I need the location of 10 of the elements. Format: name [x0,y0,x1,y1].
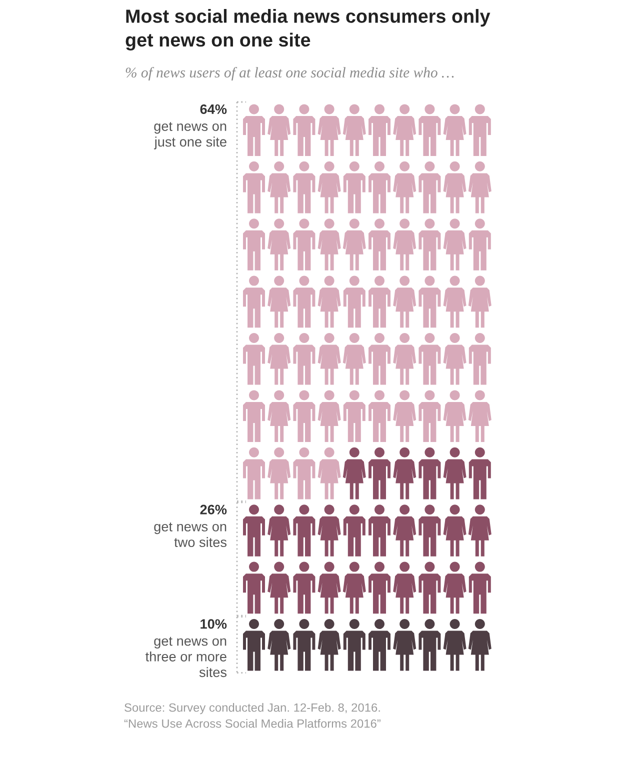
data-label: 26% [200,504,227,514]
text: % of news users of at least one social media site who … [126,67,454,80]
category-label: get news on just one site [154,122,226,150]
category-label: get news on two sites [154,522,227,548]
data-label: 10% [200,619,227,629]
text: “News Use Across Social Media Platforms 2016” [124,719,380,728]
category-label: get news on three or more sites [146,636,227,678]
data-label: 64% [200,104,227,114]
source-note: Source: Survey conducted Jan. 12-Feb. 8, 2016. [124,703,380,714]
text: Most social media news consumers only get news on one site [126,9,490,50]
